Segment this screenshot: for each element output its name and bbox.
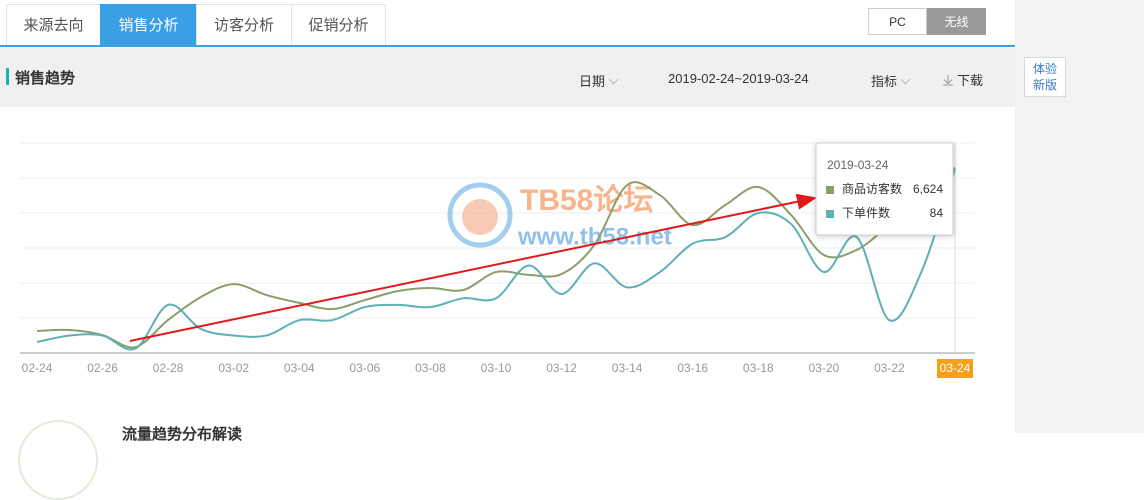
x-tick-label: 02-24	[22, 361, 53, 375]
x-tick-label: 03-20	[809, 361, 840, 375]
section-title: 销售趋势	[15, 70, 76, 87]
date-dropdown[interactable]: 日期	[579, 71, 619, 90]
caret	[608, 74, 619, 85]
button-line: 新版	[1032, 78, 1057, 92]
x-tick-label: 03-02	[218, 361, 249, 375]
watermark-logo	[462, 199, 498, 235]
legend-swatch	[826, 210, 834, 218]
tab[interactable]: 促销分析	[291, 4, 386, 46]
metric-dropdown[interactable]: 指标	[871, 71, 911, 90]
tab[interactable]: 访客分析	[196, 4, 292, 46]
x-tick-label: 03-06	[350, 361, 381, 375]
x-tick-label: 03-24	[940, 361, 971, 375]
x-tick-label: 03-14	[612, 361, 643, 375]
x-tick-label: 02-28	[153, 361, 184, 375]
watermark-logo	[447, 182, 513, 248]
x-tick-label: 03-10	[481, 361, 512, 375]
tab[interactable]: 来源去向	[6, 4, 101, 46]
download-button[interactable]: 下载	[942, 70, 983, 89]
x-tick-label: 03-22	[874, 361, 905, 375]
legend-label: 下单件数	[842, 205, 890, 220]
date-range[interactable]: 2019-02-24~2019-03-24	[668, 71, 809, 86]
tooltip: 2019-03-24 商品访客数 6,624 下单件数 84	[815, 142, 954, 236]
tooltip-box	[815, 142, 954, 236]
metric-label: 指标	[871, 74, 898, 89]
x-tick-label: 02-26	[87, 361, 118, 375]
toggle-option[interactable]: 无线	[927, 8, 986, 35]
tooltip-title: 2019-03-24	[827, 158, 889, 172]
legend-swatch	[826, 186, 834, 194]
series-line	[36, 166, 956, 349]
x-tick-label: 03-12	[546, 361, 577, 375]
legend-label: 商品访客数	[842, 181, 902, 196]
tooltip-value: 84	[930, 206, 944, 220]
toggle-option[interactable]: PC	[868, 8, 927, 35]
tab[interactable]: 销售分析	[100, 4, 197, 46]
annotation-arrow	[129, 193, 817, 342]
date-label: 日期	[579, 74, 606, 89]
title-marker	[6, 68, 9, 85]
toolbar: 销售趋势 日期 2019-02-24~2019-03-24 指标 下载	[0, 48, 1015, 107]
new-version-button[interactable]: 体验 新版	[1024, 57, 1066, 97]
download-icon	[943, 75, 953, 86]
tab-underline	[0, 45, 1015, 47]
series-line	[36, 168, 956, 351]
button-line: 体验	[1032, 62, 1057, 76]
watermark-text: TB58论坛	[520, 184, 653, 217]
x-tick-label: 03-08	[415, 361, 446, 375]
decor-circle	[18, 420, 98, 500]
x-tick-label: 03-04	[284, 361, 315, 375]
x-tick-label: 03-18	[743, 361, 774, 375]
caret	[900, 74, 911, 85]
next-section-title: 流量趋势分布解读	[122, 426, 243, 443]
x-label-highlight	[937, 359, 973, 378]
download-label: 下载	[957, 73, 984, 88]
x-tick-label: 03-16	[677, 361, 708, 375]
tooltip-value: 6,624	[913, 182, 943, 196]
